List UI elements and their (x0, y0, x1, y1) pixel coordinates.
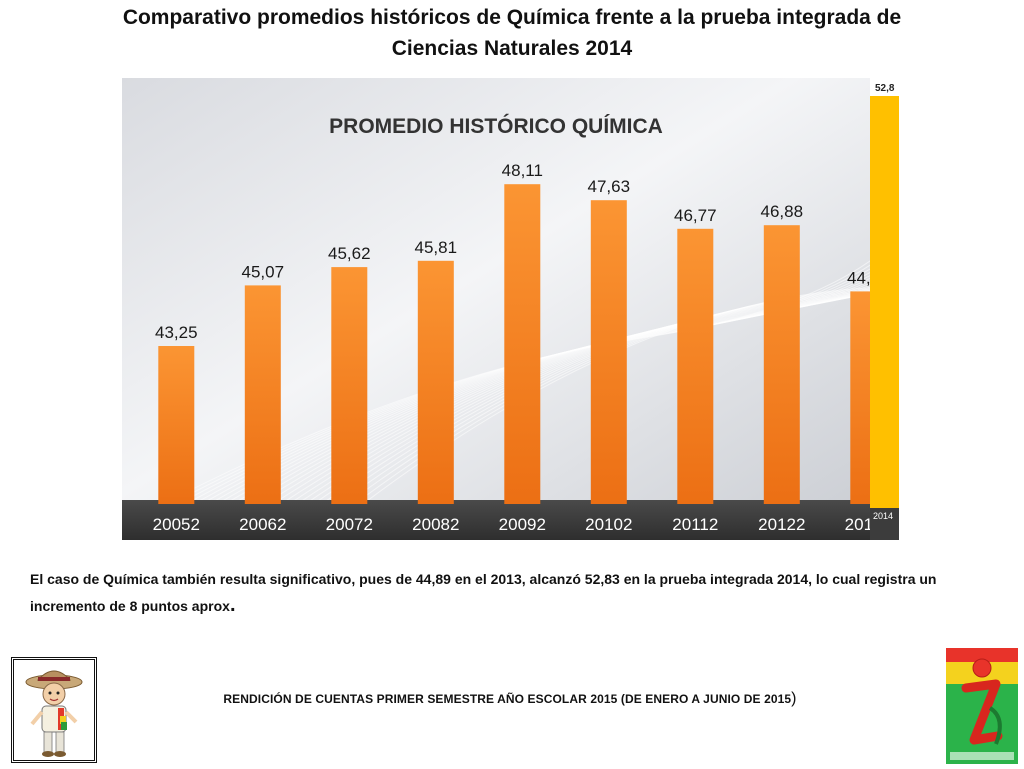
x-axis-band (122, 500, 870, 540)
x-tick-label: 20112 (672, 515, 718, 534)
bar-value-label: 48,11 (502, 161, 543, 180)
historic-chart-svg: PROMEDIO HISTÓRICO QUÍMICA 43,25 20052 45,… (122, 78, 870, 540)
bar-value-label: 44,89 (847, 268, 870, 287)
footer-paren: ) (791, 690, 797, 707)
bar-20112 (677, 228, 714, 505)
x-tick-label: 20092 (499, 515, 546, 534)
analysis-period: . (229, 594, 236, 616)
bar-20092 (504, 184, 541, 504)
bar-20062 (244, 285, 281, 504)
mascot-logo (11, 657, 97, 763)
x-tick-label: 20052 (153, 515, 200, 534)
bar-2014-value-label: 52,8 (875, 83, 895, 94)
x-tick-label: 20102 (585, 515, 632, 534)
bar-20132 (850, 291, 870, 504)
institution-logo (946, 648, 1018, 764)
analysis-paragraph: El caso de Química también resulta signi… (30, 566, 960, 619)
bar-20052 (158, 346, 195, 504)
bar-20122 (763, 225, 800, 504)
bar-value-label: 45,07 (242, 262, 285, 281)
bar-value-label: 45,62 (328, 244, 371, 263)
footer-text: RENDICIÓN DE CUENTAS PRIMER SEMESTRE AÑO… (223, 692, 792, 706)
bar-20102 (590, 200, 627, 504)
x-tick-label: 20122 (758, 515, 805, 534)
x-axis-band-2014 (870, 508, 899, 540)
x-tick-label: 20072 (326, 515, 373, 534)
bar-20082 (417, 260, 454, 504)
x-tick-label: 20132 (845, 515, 870, 534)
bar-value-label: 46,77 (674, 206, 717, 225)
bar-value-label: 46,88 (761, 202, 804, 221)
analysis-text: El caso de Química también resulta signi… (30, 571, 937, 614)
x-tick-label: 20062 (239, 515, 286, 534)
institution-logo-icon (946, 648, 1018, 764)
chart-title: PROMEDIO HISTÓRICO QUÍMICA (329, 114, 663, 138)
bar-20072 (331, 267, 368, 504)
page-title: Comparativo promedios históricos de Quím… (122, 6, 902, 60)
mascot-icon (25, 670, 83, 757)
chart-2014-svg: 52,8 2014 (870, 83, 899, 540)
x-tick-2014: 2014 (873, 511, 893, 521)
bar-value-label: 47,63 (588, 177, 631, 196)
bar-value-label: 43,25 (155, 323, 198, 342)
historic-chart: PROMEDIO HISTÓRICO QUÍMICA 43,25 20052 45,… (122, 78, 870, 540)
chart-2014-panel: 52,8 2014 (870, 78, 899, 540)
footer-caption: RENDICIÓN DE CUENTAS PRIMER SEMESTRE AÑO… (190, 690, 830, 708)
bar-value-label: 45,81 (415, 238, 458, 257)
x-tick-label: 20082 (412, 515, 459, 534)
bar-2014 (870, 96, 899, 508)
